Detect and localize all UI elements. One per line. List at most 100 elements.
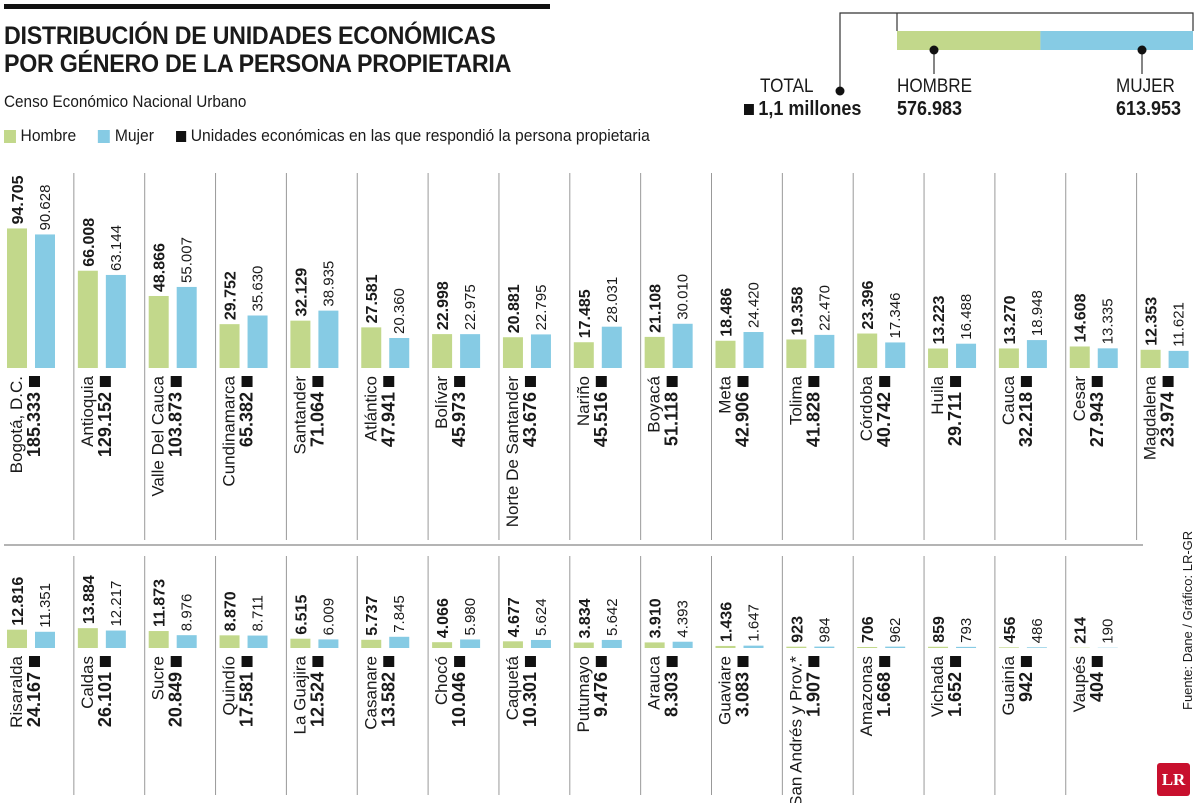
bar-mujer-0-15: [1097, 348, 1118, 368]
bar-hombre-1-2: [148, 631, 169, 648]
hombre-total-value: 576.983: [897, 98, 963, 120]
label-mujer: 38.935: [320, 261, 337, 307]
category-label: Quindío: [220, 656, 239, 716]
hombre-total-label: HOMBRE: [897, 76, 973, 97]
total-square-icon: [808, 656, 820, 667]
total-value-label: 129.152: [95, 392, 115, 457]
label-mujer: 35.630: [250, 266, 267, 312]
label-mujer: 13.335: [1100, 298, 1117, 344]
bar-mujer-0-0: [35, 234, 55, 368]
label-hombre: 214: [1073, 617, 1090, 644]
bar-hombre-0-6: [432, 334, 453, 368]
label-mujer: 12.217: [108, 581, 125, 627]
label-hombre: 48.866: [152, 243, 169, 292]
label-mujer: 11.351: [37, 583, 54, 628]
total-square-icon: [808, 376, 820, 387]
hombre-swatch: [4, 129, 16, 143]
total-square-icon: [454, 656, 466, 667]
total-square-icon: [176, 130, 187, 142]
category-label: Amazonas: [857, 656, 876, 736]
category-label: Boyacá: [645, 375, 664, 432]
bar-hombre-1-3: [219, 635, 240, 648]
category-label: Casanare: [361, 656, 380, 730]
label-mujer: 90.628: [37, 185, 54, 231]
bar-mujer-0-4: [318, 310, 339, 368]
label-hombre: 13.884: [81, 575, 98, 624]
label-hombre: 18.486: [719, 288, 736, 337]
category-label: Antioquia: [78, 375, 97, 446]
category-label: Arauca: [645, 655, 664, 709]
total-square-icon: [524, 656, 536, 667]
label-hombre: 21.108: [648, 284, 665, 333]
label-hombre: 5.737: [364, 596, 381, 636]
label-hombre: 27.581: [364, 274, 381, 323]
bar-mujer-0-10: [743, 332, 764, 368]
category-label: Meta: [716, 375, 735, 413]
total-summary: TOTAL 1,1 millones: [744, 76, 875, 121]
bar-mujer-1-12: [885, 646, 906, 648]
total-value-label: 3.083: [733, 672, 753, 717]
label-hombre: 14.608: [1073, 293, 1090, 342]
label-mujer: 18.948: [1029, 290, 1046, 336]
bar-mujer-0-14: [1026, 340, 1047, 368]
total-value-label: 942: [1016, 672, 1036, 702]
label-mujer: 28.031: [604, 277, 621, 323]
bar-mujer-1-14: [1026, 647, 1047, 648]
label-hombre: 11.873: [152, 579, 169, 627]
total-value-label: 10.046: [449, 672, 469, 727]
mujer-total-label: MUJER: [1116, 76, 1175, 97]
category-label: Valle Del Cauca: [149, 375, 168, 496]
legend: Hombre Mujer Unidades económicas en las …: [4, 126, 672, 146]
label-mujer: 486: [1029, 618, 1046, 643]
total-value-label: 404: [1087, 672, 1107, 702]
total-square-icon: [383, 376, 395, 387]
bar-hombre-1-13: [928, 646, 949, 648]
total-value-label: 23.974: [1158, 392, 1178, 447]
total-square-icon: [737, 656, 749, 667]
label-mujer: 984: [816, 618, 833, 643]
total-dot-marker: [835, 86, 845, 96]
category-label: Caldas: [78, 656, 97, 709]
bar-mujer-1-11: [814, 646, 835, 648]
bar-mujer-1-1: [105, 630, 126, 648]
bar-hombre-0-14: [998, 348, 1019, 368]
total-square-icon: [170, 656, 182, 667]
total-label: TOTAL: [760, 76, 814, 97]
bar-hombre-0-4: [290, 320, 311, 368]
total-value-label: 24.167: [24, 672, 44, 727]
label-hombre: 19.358: [789, 286, 806, 335]
bar-hombre-1-12: [857, 646, 878, 648]
label-hombre: 12.353: [1144, 297, 1161, 346]
label-mujer: 962: [887, 618, 904, 643]
label-hombre: 456: [1002, 617, 1019, 644]
total-square-icon: [454, 376, 466, 387]
label-hombre: 29.752: [223, 271, 240, 320]
title-line-1: DISTRIBUCIÓN DE UNIDADES ECONÓMICAS: [4, 22, 496, 50]
total-square-icon: [29, 656, 40, 667]
category-label: Bogotá, D.C.: [7, 376, 26, 473]
total-value-label: 12.524: [307, 672, 327, 727]
label-hombre: 13.223: [931, 295, 948, 344]
total-value-label: 1.668: [874, 672, 894, 717]
label-hombre: 66.008: [81, 218, 98, 267]
chart-title: DISTRIBUCIÓN DE UNIDADES ECONÓMICAS POR …: [4, 22, 511, 78]
hombre-dot-marker: [929, 45, 939, 55]
total-value-label: 13.582: [378, 672, 398, 727]
label-mujer: 1.647: [746, 604, 763, 642]
bar-hombre-1-10: [715, 645, 736, 648]
category-label: Caquetá: [503, 655, 522, 720]
category-label: Santander: [290, 376, 309, 455]
label-hombre: 20.881: [506, 284, 523, 333]
bar-hombre-1-5: [361, 639, 382, 648]
label-mujer: 190: [1100, 619, 1117, 644]
total-square-icon: [950, 376, 962, 387]
bar-hombre-1-7: [502, 641, 523, 648]
label-hombre: 3.834: [577, 598, 594, 638]
bar-mujer-0-6: [460, 334, 481, 368]
total-square-icon: [241, 656, 253, 667]
bar-hombre-1-6: [432, 642, 453, 648]
category-label: Atlántico: [361, 376, 380, 441]
label-mujer: 4.393: [675, 600, 692, 638]
label-mujer: 63.144: [108, 225, 125, 271]
